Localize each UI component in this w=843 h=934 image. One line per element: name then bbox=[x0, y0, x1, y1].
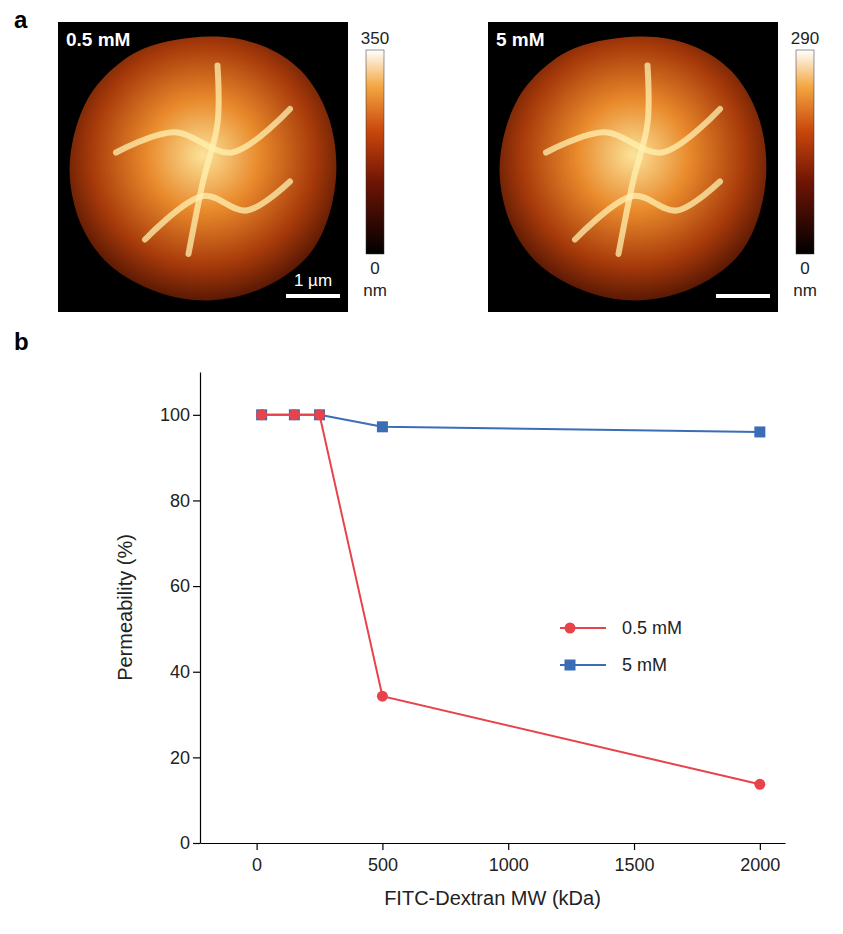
y-tick: 100 bbox=[160, 405, 200, 425]
image-background bbox=[58, 22, 348, 312]
series-line bbox=[262, 415, 760, 785]
data-point bbox=[256, 409, 267, 420]
y-tick-label: 20 bbox=[170, 748, 190, 768]
y-tick-label: 100 bbox=[160, 405, 190, 425]
x-tick: 500 bbox=[368, 843, 398, 875]
y-axis: 0 20 40 60 80 100 bbox=[160, 373, 201, 854]
y-tick-label: 80 bbox=[170, 491, 190, 511]
plot-area bbox=[256, 409, 765, 790]
colorbar-tick-label: 0 bbox=[800, 259, 809, 278]
y-tick-mark bbox=[193, 672, 200, 673]
series-line bbox=[262, 415, 760, 432]
afm-image bbox=[500, 36, 767, 300]
x-tick-label: 500 bbox=[368, 855, 398, 875]
image-title: 0.5 mM bbox=[66, 29, 130, 50]
y-tick-label: 40 bbox=[170, 662, 190, 682]
data-point bbox=[754, 779, 765, 790]
colorbar bbox=[796, 50, 814, 254]
x-tick-mark bbox=[508, 843, 509, 850]
legend-marker bbox=[565, 623, 576, 634]
y-tick: 0 bbox=[180, 833, 200, 853]
x-axis-title: FITC-Dextran MW (kDa) bbox=[384, 887, 601, 909]
x-tick-mark bbox=[760, 843, 761, 850]
x-tick-mark bbox=[382, 843, 383, 850]
data-point bbox=[289, 409, 300, 420]
x-tick-label: 2000 bbox=[740, 855, 780, 875]
legend-label: 5 mM bbox=[622, 655, 667, 675]
x-tick-label: 0 bbox=[252, 855, 262, 875]
data-point bbox=[314, 409, 325, 420]
x-tick: 0 bbox=[252, 843, 262, 875]
y-tick-mark bbox=[193, 843, 200, 844]
image-background bbox=[488, 22, 778, 312]
data-point bbox=[754, 426, 765, 437]
x-axis: 0 500 1000 1500 2000 bbox=[201, 843, 786, 875]
afm-image bbox=[70, 36, 337, 300]
y-tick: 20 bbox=[170, 748, 200, 768]
afm-feature bbox=[546, 109, 720, 153]
y-tick: 60 bbox=[170, 576, 200, 596]
image-panel: 0.5 mM 1 µm 0 350 nm bbox=[58, 22, 389, 312]
y-tick-mark bbox=[193, 415, 200, 416]
colorbar-tick-label: 0 bbox=[370, 259, 379, 278]
colorbar-label: nm bbox=[793, 281, 817, 300]
panel-label: a bbox=[14, 6, 28, 33]
data-point bbox=[377, 421, 388, 432]
scale-bar bbox=[286, 294, 340, 298]
x-axis-line bbox=[201, 843, 786, 844]
scale-bar bbox=[716, 294, 770, 298]
y-tick: 40 bbox=[170, 662, 200, 682]
y-tick-label: 60 bbox=[170, 576, 190, 596]
afm-feature bbox=[116, 109, 290, 153]
x-tick: 1500 bbox=[615, 843, 655, 875]
afm-feature bbox=[145, 182, 290, 240]
afm-feature bbox=[619, 66, 649, 255]
y-tick-label: 0 bbox=[180, 833, 190, 853]
colorbar-label: nm bbox=[363, 281, 387, 300]
y-axis-line bbox=[200, 373, 201, 844]
y-axis-title: Permeability (%) bbox=[114, 534, 136, 681]
data-point bbox=[256, 409, 267, 420]
y-tick-mark bbox=[193, 586, 200, 587]
x-tick-label: 1000 bbox=[489, 855, 529, 875]
y-tick: 80 bbox=[170, 491, 200, 511]
afm-feature bbox=[575, 182, 720, 240]
colorbar-tick-label: 350 bbox=[361, 29, 389, 48]
x-tick-label: 1500 bbox=[615, 855, 655, 875]
data-point bbox=[377, 691, 388, 702]
legend-marker bbox=[565, 660, 576, 671]
x-tick-mark bbox=[257, 843, 258, 850]
afm-feature bbox=[189, 66, 219, 255]
data-point bbox=[314, 409, 325, 420]
data-point bbox=[289, 409, 300, 420]
panel-label: b bbox=[14, 328, 29, 355]
y-tick-mark bbox=[193, 500, 200, 501]
image-panel: 5 mM 0 290 nm bbox=[488, 22, 819, 312]
legend: 0.5 mM 5 mM bbox=[560, 618, 682, 675]
y-tick-mark bbox=[193, 757, 200, 758]
x-tick-mark bbox=[634, 843, 635, 850]
x-tick: 1000 bbox=[489, 843, 529, 875]
colorbar-tick-label: 290 bbox=[791, 29, 819, 48]
colorbar bbox=[366, 50, 384, 254]
legend-label: 0.5 mM bbox=[622, 618, 682, 638]
scale-bar-label: 1 µm bbox=[294, 271, 332, 290]
figure: a0.5 mM1 µm0350nm5 mM0290nmb050010001500… bbox=[0, 0, 843, 934]
x-tick: 2000 bbox=[740, 843, 780, 875]
image-title: 5 mM bbox=[496, 29, 545, 50]
